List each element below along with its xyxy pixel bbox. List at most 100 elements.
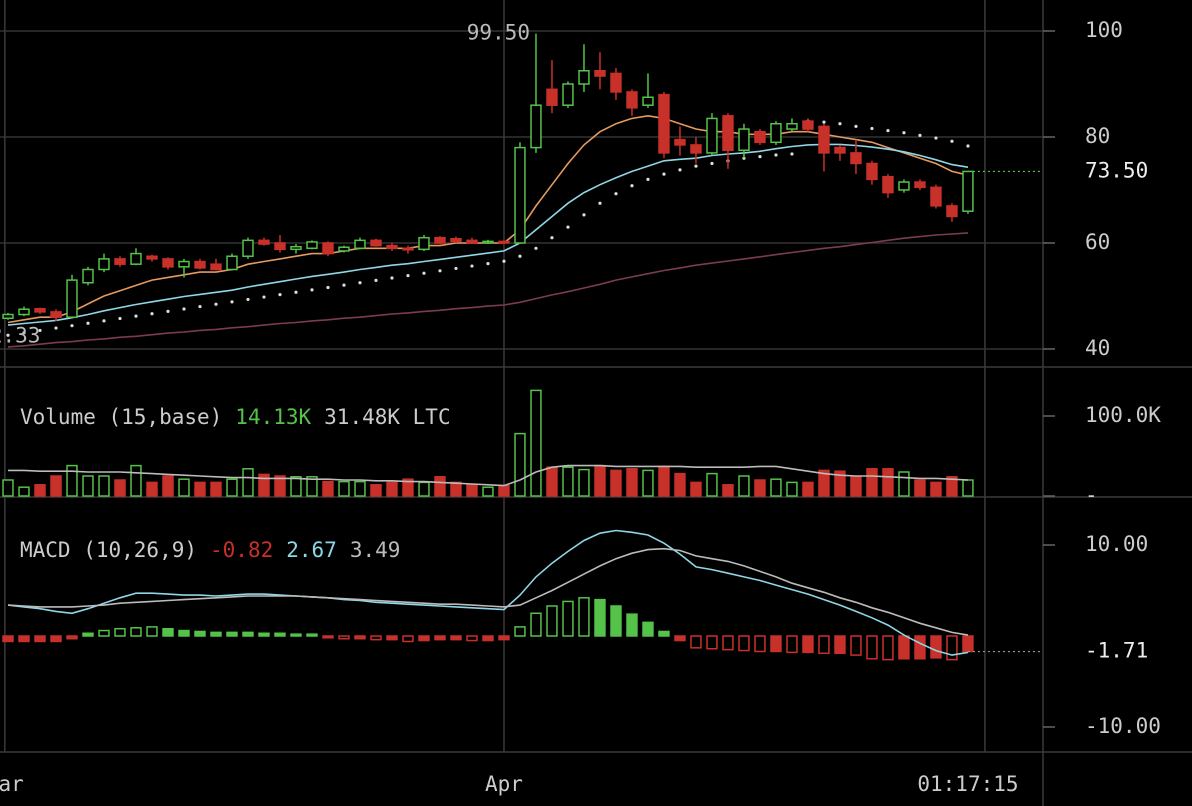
indicator-dot	[774, 153, 778, 157]
bar	[386, 481, 398, 497]
bar	[786, 481, 798, 497]
bar	[690, 635, 702, 649]
bar	[306, 476, 318, 497]
bar	[178, 629, 190, 637]
indicator-dot	[342, 283, 346, 287]
bar	[946, 476, 958, 497]
candle-body	[418, 236, 430, 251]
bar	[850, 476, 862, 497]
bar	[882, 468, 894, 497]
candle-body	[722, 115, 734, 151]
bar	[866, 635, 878, 660]
bar	[2, 479, 14, 497]
candle-body	[2, 313, 14, 319]
candle-body	[354, 239, 366, 250]
indicator-dot	[854, 124, 858, 128]
bar	[418, 481, 430, 497]
indicator-dot	[502, 259, 506, 263]
candle-body	[130, 252, 142, 265]
bar	[722, 484, 734, 497]
indicator-dot	[550, 236, 554, 240]
current-value-label: 73.50	[1085, 158, 1148, 182]
y-tick-label: 100	[1085, 18, 1123, 42]
candle-body	[658, 93, 670, 154]
candle-body	[242, 239, 254, 257]
indicator-dot	[374, 278, 378, 282]
indicator-dot	[70, 324, 74, 328]
bar	[642, 469, 654, 497]
bar	[162, 475, 174, 497]
indicator-dot	[582, 213, 586, 217]
bar	[418, 635, 430, 642]
indicator-dot	[566, 225, 570, 229]
bar	[258, 473, 270, 497]
bar	[242, 468, 254, 497]
current-value-label: -1.71	[1085, 639, 1148, 663]
candle-body	[146, 255, 158, 260]
bar	[482, 486, 494, 497]
candle-body	[850, 152, 862, 165]
bar	[738, 635, 750, 652]
candle-body	[626, 91, 638, 109]
bar	[786, 635, 798, 654]
bar	[626, 468, 638, 497]
indicator-dot	[134, 314, 138, 318]
candle-body	[82, 268, 94, 284]
candle-body	[882, 175, 894, 194]
bar	[130, 464, 142, 497]
indicator-dot	[310, 288, 314, 292]
bar	[386, 635, 398, 641]
candle-body	[834, 146, 846, 154]
indicator-line	[7, 529, 969, 656]
indicator-dot	[118, 316, 122, 321]
bar	[370, 635, 382, 641]
bar	[226, 478, 238, 497]
candle-body	[258, 239, 270, 245]
price-annotation: 42.33	[0, 324, 40, 348]
bar	[402, 635, 414, 643]
bar	[18, 486, 30, 497]
candle-body	[898, 181, 910, 191]
bar	[290, 633, 302, 637]
indicator-dot	[22, 331, 26, 335]
candle-body	[450, 237, 462, 243]
x-tick-label: Mar	[0, 772, 24, 796]
bar	[338, 480, 350, 497]
bar	[770, 635, 782, 653]
candle-body	[210, 263, 222, 271]
indicator-line	[8, 464, 969, 487]
bar	[114, 479, 126, 497]
indicator-dot	[214, 302, 218, 306]
candle-body	[306, 241, 318, 250]
candle-body	[706, 117, 718, 154]
bar	[562, 600, 574, 637]
indicator-dot	[390, 276, 394, 280]
bar	[50, 635, 62, 643]
candle-body	[610, 72, 622, 93]
bar	[802, 481, 814, 497]
bar	[578, 468, 590, 497]
bar	[274, 475, 286, 497]
indicator-dot	[822, 120, 826, 124]
bar	[82, 475, 94, 497]
bar	[610, 469, 622, 497]
bar	[754, 479, 766, 497]
indicator-dot	[918, 133, 922, 138]
candle-body	[930, 186, 942, 207]
indicator-dot	[470, 264, 474, 268]
indicator-dot	[86, 321, 90, 325]
bar	[306, 633, 318, 637]
candle-body	[642, 96, 654, 106]
bar	[610, 605, 622, 637]
legend-title: MACD (10,26,9)	[20, 538, 197, 562]
bar	[658, 465, 670, 497]
bar	[450, 635, 462, 641]
candle-body	[786, 122, 798, 130]
bar	[882, 635, 894, 661]
bar	[802, 635, 814, 654]
indicator-dot	[518, 254, 522, 258]
candle-body	[498, 240, 510, 244]
candle-body	[226, 255, 238, 271]
bar	[466, 484, 478, 497]
price-annotation: 99.50	[467, 21, 530, 45]
